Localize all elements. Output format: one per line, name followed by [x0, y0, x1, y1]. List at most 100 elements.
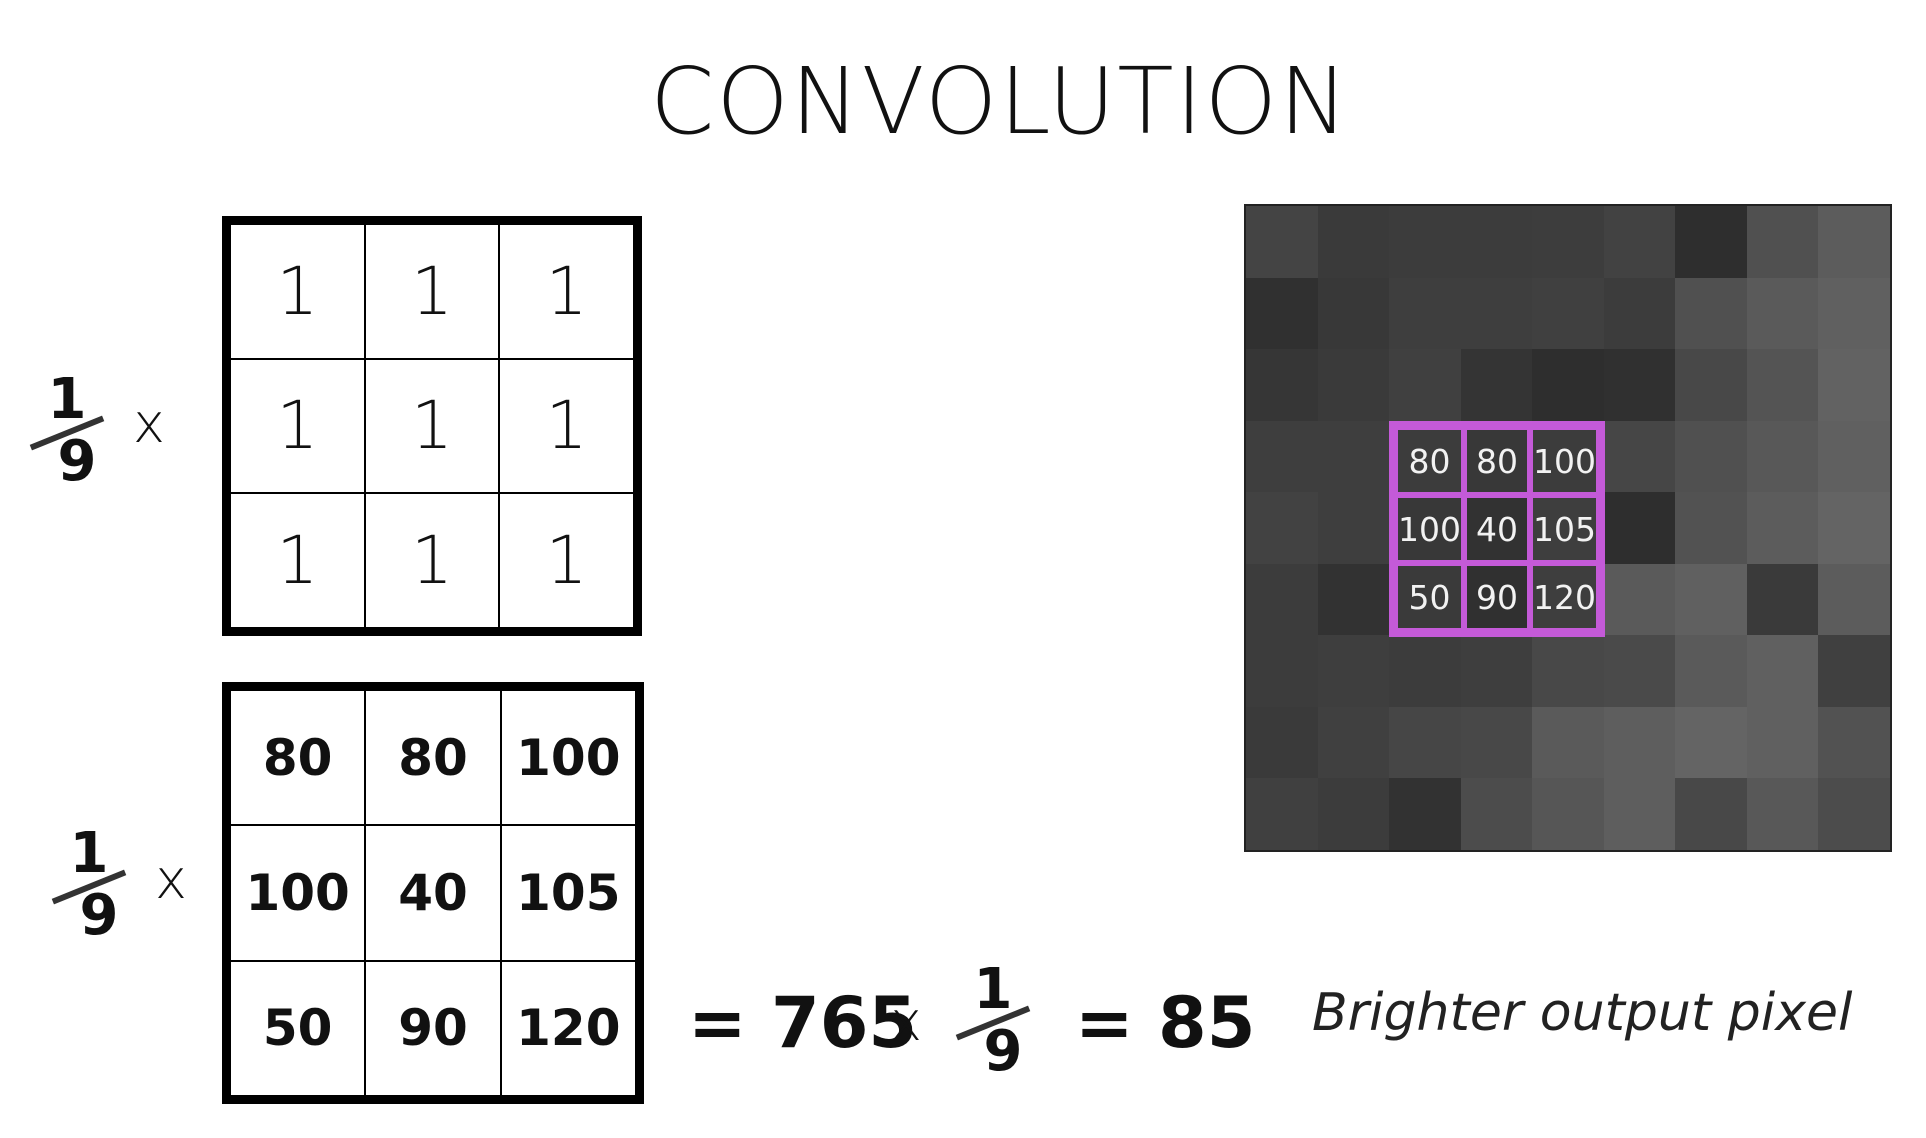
highlight-window: 80 80 100 100 40 105 50 90 120	[1389, 421, 1605, 637]
image-pixel	[1603, 635, 1676, 707]
kernel-fraction: 1 9	[22, 372, 112, 492]
image-pixel	[1246, 420, 1318, 493]
image-pixel	[1532, 420, 1604, 493]
image-pixel	[1675, 349, 1747, 421]
image-pixel	[1317, 563, 1390, 636]
grid-cell: 40	[365, 825, 501, 961]
image-pixel	[1675, 420, 1747, 493]
image-pixel	[1818, 563, 1890, 636]
fraction-denominator: 9	[79, 883, 119, 948]
highlight-cell: 100	[1395, 495, 1464, 563]
image-pixel	[1532, 706, 1604, 779]
image-pixel	[1460, 349, 1533, 421]
image-pixel	[1746, 706, 1819, 779]
image-pixel	[1246, 349, 1318, 421]
image-pixel	[1389, 635, 1461, 707]
highlight-cell: 80	[1464, 427, 1530, 495]
image-pixel	[1675, 492, 1747, 564]
patch-grid: 80 80 100 100 40 105 50 90 120	[222, 682, 644, 1104]
image-pixel	[1746, 420, 1819, 493]
image-pixel	[1818, 778, 1890, 850]
image-pixel	[1675, 277, 1747, 350]
grid-cell: 80	[365, 690, 501, 826]
image-pixel	[1246, 635, 1318, 707]
image-pixel	[1317, 706, 1390, 779]
image-pixel	[1746, 635, 1819, 707]
image-pixel	[1389, 206, 1461, 278]
grid-cell: 1	[499, 493, 634, 628]
image-pixel	[1675, 206, 1747, 278]
grid-cell: 1	[499, 358, 634, 494]
image-pixel	[1246, 492, 1318, 564]
image-pixel	[1675, 706, 1747, 779]
patch-fraction: 1 9	[44, 826, 134, 946]
image-pixel	[1746, 563, 1819, 636]
image-pixel	[1603, 206, 1676, 278]
image-pixel	[1389, 778, 1461, 850]
image-pixel	[1389, 349, 1461, 421]
grid-cell: 120	[500, 960, 636, 1096]
image-pixel	[1460, 706, 1533, 779]
image-pixel	[1675, 635, 1747, 707]
image-pixel	[1746, 206, 1819, 278]
image-pixel	[1317, 492, 1390, 564]
grid-cell: 100	[500, 690, 636, 826]
grid-cell: 1	[364, 224, 500, 359]
grid-cell: 1	[499, 224, 634, 359]
highlight-cell: 120	[1530, 563, 1599, 631]
highlight-cell: 100	[1530, 427, 1599, 495]
image-pixel	[1317, 778, 1390, 850]
page-title: CONVOLUTION	[650, 48, 1350, 155]
image-pixel	[1603, 706, 1676, 779]
image-pixel	[1603, 420, 1676, 493]
highlight-cell: 40	[1464, 495, 1530, 563]
image-pixel	[1675, 563, 1747, 636]
output-caption: Brighter output pixel	[1312, 983, 1853, 1043]
image-pixel	[1818, 635, 1890, 707]
image-pixel	[1317, 277, 1390, 350]
image-pixel	[1532, 349, 1604, 421]
image-pixel	[1603, 492, 1676, 564]
image-pixel	[1746, 492, 1819, 564]
grid-cell: 1	[230, 493, 365, 628]
image-pixel	[1818, 492, 1890, 564]
times-sign: x	[133, 392, 165, 455]
image-pixel	[1603, 349, 1676, 421]
times-sign: x	[890, 990, 922, 1053]
image-pixel	[1460, 206, 1533, 278]
equation-fraction: 1 9	[948, 962, 1038, 1082]
image-pixel	[1532, 206, 1604, 278]
image-pixel	[1246, 563, 1318, 636]
fraction-numerator: 1	[47, 367, 87, 432]
image-pixel	[1532, 277, 1604, 350]
image-pixel	[1460, 563, 1533, 636]
grid-cell: 50	[230, 960, 366, 1096]
image-pixel	[1603, 778, 1676, 850]
image-pixel	[1460, 492, 1533, 564]
image-pixel	[1818, 277, 1890, 350]
pixel-image	[1246, 206, 1890, 850]
times-sign: x	[155, 848, 187, 911]
highlight-cell: 105	[1530, 495, 1599, 563]
image-pixel	[1818, 706, 1890, 779]
image-pixel	[1532, 635, 1604, 707]
grid-cell: 1	[230, 224, 365, 359]
grid-cell: 1	[364, 493, 500, 628]
image-pixel	[1746, 277, 1819, 350]
image-pixel	[1246, 778, 1318, 850]
image-pixel	[1746, 349, 1819, 421]
fraction-numerator: 1	[69, 821, 109, 886]
image-pixel	[1389, 563, 1461, 636]
sum-value: = 765	[688, 982, 918, 1064]
image-pixel	[1460, 420, 1533, 493]
image-pixel	[1317, 206, 1390, 278]
image-pixel	[1603, 277, 1676, 350]
highlight-cell: 90	[1464, 563, 1530, 631]
image-pixel	[1246, 706, 1318, 779]
grid-cell: 80	[230, 690, 366, 826]
image-pixel	[1389, 277, 1461, 350]
image-pixel	[1389, 706, 1461, 779]
image-pixel	[1675, 778, 1747, 850]
highlight-cell: 80	[1395, 427, 1464, 495]
